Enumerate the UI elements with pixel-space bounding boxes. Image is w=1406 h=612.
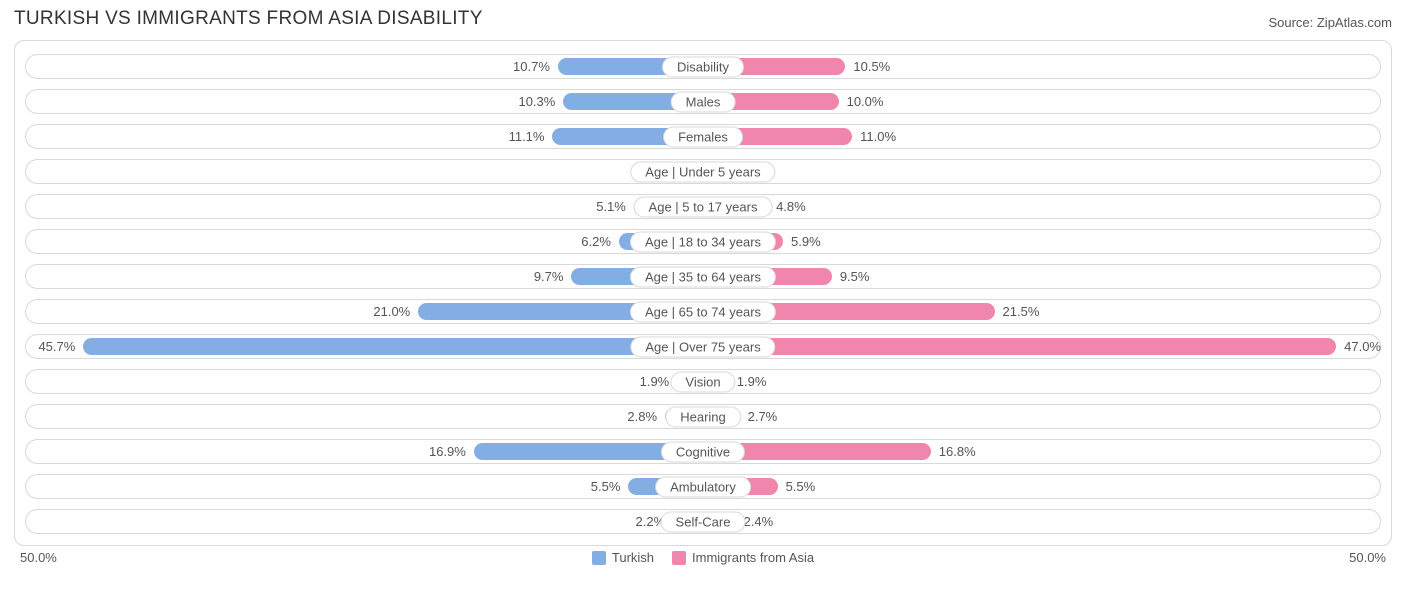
chart-row: 6.2% 5.9% Age | 18 to 34 years: [25, 226, 1381, 257]
row-left-half: 2.2%: [25, 506, 703, 537]
category-label: Age | Over 75 years: [630, 336, 775, 357]
left-value-label: 5.5%: [591, 479, 621, 494]
chart-title: TURKISH VS IMMIGRANTS FROM ASIA DISABILI…: [14, 8, 483, 30]
row-right-half: 5.5%: [703, 471, 1381, 502]
row-right-half: 1.9%: [703, 366, 1381, 397]
right-value-label: 5.9%: [791, 234, 821, 249]
chart-row: 2.8% 2.7% Hearing: [25, 401, 1381, 432]
right-value-label: 47.0%: [1344, 339, 1381, 354]
row-right-half: 2.7%: [703, 401, 1381, 432]
left-value-label: 5.1%: [596, 199, 626, 214]
row-left-half: 10.7%: [25, 51, 703, 82]
chart-source: Source: ZipAtlas.com: [1268, 15, 1392, 30]
row-left-half: 10.3%: [25, 86, 703, 117]
category-label: Males: [671, 91, 736, 112]
row-left-half: 2.8%: [25, 401, 703, 432]
left-value-label: 21.0%: [373, 304, 410, 319]
left-value-label: 10.7%: [513, 59, 550, 74]
category-label: Age | Under 5 years: [630, 161, 775, 182]
row-left-half: 11.1%: [25, 121, 703, 152]
chart-row: 1.1%1.1%Age | Under 5 years: [25, 156, 1381, 187]
category-label: Hearing: [665, 406, 741, 427]
row-left-half: 21.0%: [25, 296, 703, 327]
left-value-label: 10.3%: [518, 94, 555, 109]
category-label: Vision: [670, 371, 735, 392]
right-value-label: 21.5%: [1003, 304, 1040, 319]
legend-swatch-left: [592, 551, 606, 565]
row-left-half: 45.7%: [25, 331, 703, 362]
row-right-half: 2.4%: [703, 506, 1381, 537]
row-right-half: 5.9%: [703, 226, 1381, 257]
chart-row: 11.1% 11.0% Females: [25, 121, 1381, 152]
left-value-label: 1.9%: [640, 374, 670, 389]
left-value-label: 45.7%: [38, 339, 75, 354]
chart-row: 10.7% 10.5% Disability: [25, 51, 1381, 82]
left-value-label: 11.1%: [509, 129, 545, 144]
right-value-label: 9.5%: [840, 269, 870, 284]
source-prefix: Source:: [1268, 15, 1316, 30]
right-value-label: 1.9%: [737, 374, 767, 389]
chart-row: 45.7% 47.0% Age | Over 75 years: [25, 331, 1381, 362]
row-left-half: 1.1%: [25, 156, 703, 187]
legend-swatch-right: [672, 551, 686, 565]
row-right-half: 16.8%: [703, 436, 1381, 467]
legend: Turkish Immigrants from Asia: [57, 550, 1349, 565]
source-name: ZipAtlas.com: [1317, 15, 1392, 30]
chart-row: 9.7% 9.5% Age | 35 to 64 years: [25, 261, 1381, 292]
row-right-half: 4.8%: [703, 191, 1381, 222]
legend-item-right: Immigrants from Asia: [672, 550, 814, 565]
legend-item-left: Turkish: [592, 550, 654, 565]
right-value-label: 4.8%: [776, 199, 806, 214]
row-right-half: 1.1%: [703, 156, 1381, 187]
right-bar: [703, 338, 1336, 355]
left-value-label: 2.8%: [627, 409, 657, 424]
chart-row: 5.5% 5.5% Ambulatory: [25, 471, 1381, 502]
left-value-label: 9.7%: [534, 269, 564, 284]
right-value-label: 5.5%: [786, 479, 816, 494]
row-right-half: 11.0%: [703, 121, 1381, 152]
chart-row: 5.1% 4.8%Age | 5 to 17 years: [25, 191, 1381, 222]
row-left-half: 5.5%: [25, 471, 703, 502]
category-label: Ambulatory: [655, 476, 751, 497]
row-right-half: 47.0%: [703, 331, 1381, 362]
category-label: Age | 18 to 34 years: [630, 231, 776, 252]
legend-label-left: Turkish: [612, 550, 654, 565]
right-value-label: 10.0%: [847, 94, 884, 109]
chart-header: TURKISH VS IMMIGRANTS FROM ASIA DISABILI…: [14, 8, 1392, 30]
left-value-label: 16.9%: [429, 444, 466, 459]
row-left-half: 16.9%: [25, 436, 703, 467]
axis-max-right: 50.0%: [1349, 550, 1386, 565]
chart-row: 21.0% 21.5% Age | 65 to 74 years: [25, 296, 1381, 327]
chart-footer: 50.0% Turkish Immigrants from Asia 50.0%: [14, 550, 1392, 565]
chart-row: 16.9% 16.8% Cognitive: [25, 436, 1381, 467]
category-label: Age | 35 to 64 years: [630, 266, 776, 287]
row-left-half: 5.1%: [25, 191, 703, 222]
row-left-half: 9.7%: [25, 261, 703, 292]
row-left-half: 1.9%: [25, 366, 703, 397]
left-bar: [83, 338, 703, 355]
row-right-half: 21.5%: [703, 296, 1381, 327]
right-value-label: 16.8%: [939, 444, 976, 459]
right-value-label: 2.7%: [748, 409, 778, 424]
chart-row: 1.9% 1.9%Vision: [25, 366, 1381, 397]
right-value-label: 10.5%: [853, 59, 890, 74]
legend-label-right: Immigrants from Asia: [692, 550, 814, 565]
row-left-half: 6.2%: [25, 226, 703, 257]
row-right-half: 10.0%: [703, 86, 1381, 117]
category-label: Self-Care: [661, 511, 746, 532]
right-value-label: 11.0%: [860, 129, 896, 144]
category-label: Females: [663, 126, 743, 147]
right-value-label: 2.4%: [744, 514, 774, 529]
row-right-half: 10.5%: [703, 51, 1381, 82]
row-right-half: 9.5%: [703, 261, 1381, 292]
category-label: Disability: [662, 56, 744, 77]
left-value-label: 6.2%: [581, 234, 611, 249]
chart-row: 2.2% 2.4%Self-Care: [25, 506, 1381, 537]
category-label: Age | 5 to 17 years: [634, 196, 773, 217]
category-label: Age | 65 to 74 years: [630, 301, 776, 322]
chart-row: 10.3% 10.0% Males: [25, 86, 1381, 117]
category-label: Cognitive: [661, 441, 745, 462]
axis-max-left: 50.0%: [20, 550, 57, 565]
diverging-bar-chart: 10.7% 10.5% Disability 10.3% 10.0% Males 11.1%…: [14, 40, 1392, 546]
